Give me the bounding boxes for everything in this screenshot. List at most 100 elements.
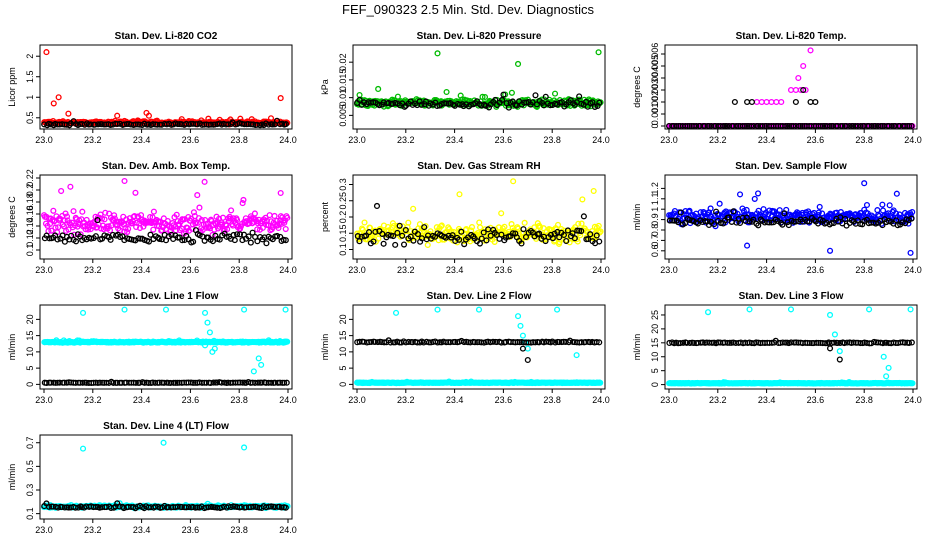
data-point (194, 192, 201, 199)
data-point (110, 379, 117, 386)
data-point (781, 210, 788, 217)
data-point (359, 226, 366, 233)
data-point (60, 223, 67, 230)
data-point (392, 99, 399, 106)
data-point (468, 224, 476, 231)
data-point (885, 364, 892, 371)
data-point (807, 98, 814, 106)
data-point (132, 189, 139, 196)
data-point (490, 226, 497, 233)
data-point (384, 223, 392, 231)
y-tick-label: 0.001 (650, 103, 660, 126)
data-point (677, 209, 684, 216)
data-point (521, 219, 528, 226)
data-point (224, 226, 231, 233)
data-point (519, 345, 526, 352)
data-point (907, 211, 914, 219)
y-tick-label: 0.18 (25, 193, 35, 211)
plot-frame (352, 304, 606, 390)
data-point (522, 233, 530, 241)
x-tick-label: 23.0 (660, 265, 678, 275)
x-tick-label: 23.8 (230, 135, 248, 145)
data-point (905, 339, 913, 346)
x-tick-label: 23.2 (397, 265, 415, 275)
data-point (266, 212, 273, 219)
data-point (578, 220, 585, 227)
x-tick-label: 23.0 (660, 395, 678, 405)
data-point (857, 122, 864, 129)
y-tick-label: 10 (338, 347, 348, 357)
data-point (578, 227, 585, 235)
x-tick-label: 23.2 (84, 265, 102, 275)
data-point (495, 224, 502, 231)
data-point (498, 231, 505, 238)
data-point (405, 338, 412, 345)
y-tick-label: 0.6 (650, 245, 660, 258)
data-point (48, 227, 55, 234)
y-tick-label: 0 (650, 123, 660, 128)
x-tick-label: 23.8 (230, 265, 248, 275)
data-point (751, 195, 758, 202)
panel-4: Stan. Dev. Amb. Box Temp. 23.0 23.2 23.4 23.… (7, 161, 297, 275)
data-point (517, 322, 524, 329)
data-point (483, 237, 490, 244)
data-point (405, 219, 412, 226)
data-point (908, 215, 915, 222)
y-tick-label: 20 (25, 314, 35, 324)
data-point (787, 86, 795, 94)
data-point (373, 202, 381, 209)
data-point (476, 240, 483, 247)
data-point (240, 196, 247, 203)
data-point (826, 345, 834, 352)
data-point (684, 122, 691, 129)
data-point (61, 504, 68, 511)
data-point (201, 342, 209, 349)
data-point (259, 224, 266, 231)
data-point (45, 503, 53, 510)
data-point (269, 121, 276, 128)
data-point (254, 226, 261, 233)
data-point (145, 238, 153, 245)
data-point (251, 210, 258, 217)
data-point (574, 238, 581, 245)
y-tick-label: 2 (25, 54, 35, 59)
data-point (597, 379, 604, 386)
data-point (196, 232, 203, 239)
data-point (380, 240, 387, 247)
data-point (816, 203, 823, 210)
data-point (842, 215, 849, 223)
data-point (79, 208, 86, 215)
data-point (806, 339, 813, 347)
data-point (770, 209, 777, 216)
data-point (841, 340, 848, 347)
data-point (736, 191, 744, 198)
data-point (147, 213, 154, 221)
data-point (564, 227, 571, 234)
data-point (363, 232, 370, 239)
data-point (149, 214, 156, 221)
y-tick-label: 0 (338, 382, 348, 387)
data-point (216, 236, 223, 243)
data-point (837, 339, 844, 347)
data-point (414, 231, 421, 238)
data-point (121, 177, 128, 185)
data-point (162, 306, 170, 313)
data-point (284, 338, 291, 345)
data-point (233, 231, 241, 238)
y-axis-label: degrees C (7, 196, 17, 238)
data-point (836, 356, 843, 363)
x-tick-label: 23.6 (182, 525, 200, 535)
x-tick-label: 23.8 (855, 395, 873, 405)
x-tick-label: 23.6 (807, 265, 825, 275)
data-point (675, 219, 682, 226)
series-black (666, 337, 915, 363)
data-point (282, 504, 289, 511)
data-point (150, 208, 157, 215)
data-point (392, 241, 399, 248)
data-point (475, 306, 483, 313)
data-point (813, 339, 820, 346)
y-tick-label: 0.005 (338, 104, 348, 127)
data-point (501, 223, 508, 230)
data-point (448, 228, 455, 235)
data-point (234, 216, 241, 224)
